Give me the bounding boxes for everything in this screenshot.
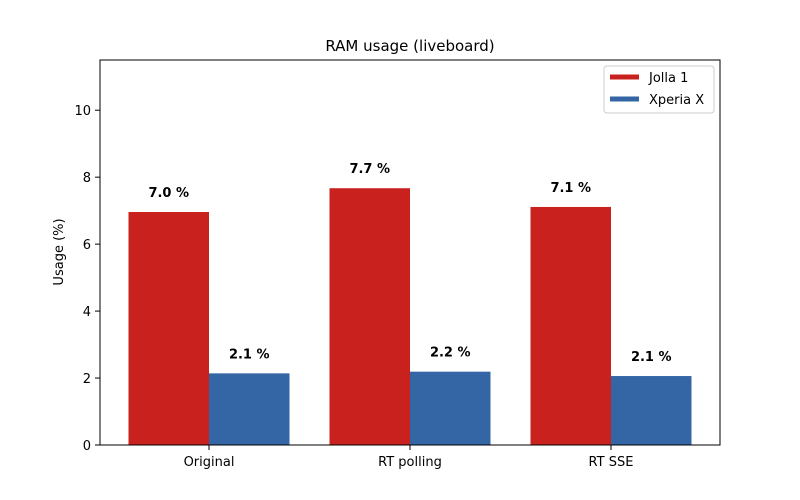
bar-jolla-1-rt-sse [530, 206, 611, 445]
x-tick-label-original: Original [184, 455, 235, 470]
bar-xperia-x-rt-sse [611, 376, 692, 445]
data-labels-group: 7.0 % 2.1 % 7.7 % 2.2 % 7.1 % 2.1 % [148, 162, 671, 365]
legend: Jolla 1 Xperia X [603, 65, 715, 114]
y-tick-label: 10 [74, 104, 91, 119]
data-label-jolla-1-rt-polling: 7.7 % [349, 162, 390, 177]
x-tick-label-rt-sse: RT SSE [589, 455, 634, 470]
bar-jolla-1-rt-polling [329, 188, 410, 445]
legend-label-jolla-1: Jolla 1 [648, 71, 688, 86]
x-axis-ticks: Original RT polling RT SSE [184, 445, 634, 470]
bars-group [128, 188, 692, 445]
data-label-jolla-1-original: 7.0 % [148, 186, 189, 201]
y-tick-label: 0 [83, 439, 91, 454]
y-tick-label: 2 [83, 372, 91, 387]
y-tick-label: 8 [83, 171, 91, 186]
data-label-xperia-x-rt-polling: 2.2 % [430, 346, 471, 361]
x-tick-label-rt-polling: RT polling [378, 455, 442, 470]
data-label-xperia-x-original: 2.1 % [229, 347, 270, 362]
y-axis-ticks: 0 2 4 6 8 10 [74, 104, 100, 454]
data-label-jolla-1-rt-sse: 7.1 % [550, 181, 591, 196]
y-tick-label: 6 [83, 238, 91, 253]
y-tick-label: 4 [83, 305, 91, 320]
plot-frame [99, 59, 721, 446]
chart-title: RAM usage (liveboard) [325, 37, 494, 55]
bar-jolla-1-original [128, 211, 209, 445]
bar-xperia-x-rt-polling [410, 371, 491, 445]
data-label-xperia-x-rt-sse: 2.1 % [631, 350, 672, 365]
bar-xperia-x-original [209, 373, 290, 445]
y-axis-label: Usage (%) [52, 218, 67, 285]
legend-label-xperia-x: Xperia X [649, 93, 704, 108]
